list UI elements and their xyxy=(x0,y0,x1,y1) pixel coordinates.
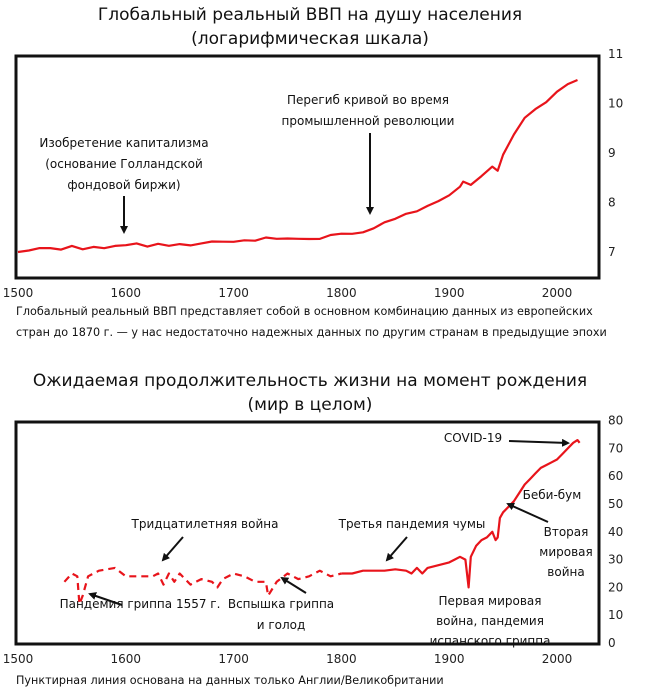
y-tick-label: 70 xyxy=(608,441,623,455)
y-tick-label: 9 xyxy=(608,146,616,160)
y-tick-label: 60 xyxy=(608,469,623,483)
x-tick-label: 2000 xyxy=(542,652,573,666)
x-tick-label: 2000 xyxy=(542,286,573,300)
arrow xyxy=(280,576,307,594)
annotation-capitalism-line-3: фондовой биржи) xyxy=(67,178,180,192)
x-tick-label: 1900 xyxy=(434,652,465,666)
y-tick-label: 11 xyxy=(608,47,623,61)
chart-title-line-2: (логарифмическая шкала) xyxy=(191,29,429,49)
chart-title-line-1: Ожидаемая продолжительность жизни на мом… xyxy=(33,371,587,391)
x-tick-label: 1700 xyxy=(218,286,249,300)
x-tick-label: 1500 xyxy=(3,652,34,666)
series-line-dashed xyxy=(63,566,342,606)
series-line-solid xyxy=(341,439,581,589)
annotation-flu-famine-line-1: Вспышка гриппа xyxy=(228,597,334,611)
annotation-third-plague: Третья пандемия чумы xyxy=(338,517,486,531)
arrow xyxy=(161,536,184,562)
life-expectancy-chart: Ожидаемая продолжительность жизни на мом… xyxy=(3,371,624,687)
y-tick-label: 8 xyxy=(608,196,616,210)
y-tick-label: 30 xyxy=(608,553,623,567)
x-tick-label: 1500 xyxy=(3,286,34,300)
annotation-industrial-line-1: Перегиб кривой во время xyxy=(287,93,449,107)
plot-frame xyxy=(14,54,601,280)
arrow xyxy=(508,438,570,447)
annotation-covid: COVID-19 xyxy=(444,431,502,445)
y-tick-label: 20 xyxy=(608,580,623,594)
annotation-baby-boom: Беби-бум xyxy=(523,488,582,502)
arrow xyxy=(88,592,123,606)
y-tick-label: 0 xyxy=(608,636,616,650)
annotation-ww1-line-3: испанского гриппа xyxy=(430,634,551,648)
annotation-ww2-line-3: война xyxy=(547,565,584,579)
annotation-ww1-line-2: война, пандемия xyxy=(436,614,544,628)
caption-line-1: Глобальный реальный ВВП представляет соб… xyxy=(16,305,593,318)
annotation-flu-1557: Пандемия гриппа 1557 г. xyxy=(60,597,221,611)
chart-title-line-2: (мир в целом) xyxy=(248,395,373,415)
arrow xyxy=(385,536,408,562)
y-tick-label: 10 xyxy=(608,608,623,622)
y-tick-label: 10 xyxy=(608,97,623,111)
annotation-ww2-line-2: мировая xyxy=(539,545,592,559)
plot-frame xyxy=(14,420,601,646)
annotation-capitalism-line-2: (основание Голландской xyxy=(45,157,203,171)
y-tick-label: 40 xyxy=(608,525,623,539)
chart-title-line-1: Глобальный реальный ВВП на душу населени… xyxy=(98,5,522,25)
x-tick-label: 1700 xyxy=(218,652,249,666)
x-tick-label: 1600 xyxy=(111,286,142,300)
annotation-ww1-line-1: Первая мировая xyxy=(439,594,542,608)
x-tick-label: 1800 xyxy=(326,652,357,666)
annotation-capitalism-line-1: Изобретение капитализма xyxy=(39,136,208,150)
y-tick-label: 7 xyxy=(608,245,616,259)
annotation-flu-famine-line-2: и голод xyxy=(257,618,306,632)
x-tick-label: 1900 xyxy=(434,286,465,300)
caption-line-2: стран до 1870 г. — у нас недостаточно на… xyxy=(16,326,607,339)
x-tick-label: 1800 xyxy=(326,286,357,300)
annotation-ww2-line-1: Вторая xyxy=(544,525,589,539)
arrow xyxy=(506,502,549,523)
x-tick-label: 1600 xyxy=(111,652,142,666)
annotation-thirty-years-war: Тридцатилетняя война xyxy=(131,517,279,531)
gdp-chart: Глобальный реальный ВВП на душу населени… xyxy=(3,5,624,339)
annotation-industrial-line-2: промышленной революции xyxy=(282,114,455,128)
y-tick-label: 50 xyxy=(608,497,623,511)
y-tick-label: 80 xyxy=(608,414,623,428)
footnote: Пунктирная линия основана на данных толь… xyxy=(16,674,444,687)
series-line-solid xyxy=(17,78,578,254)
